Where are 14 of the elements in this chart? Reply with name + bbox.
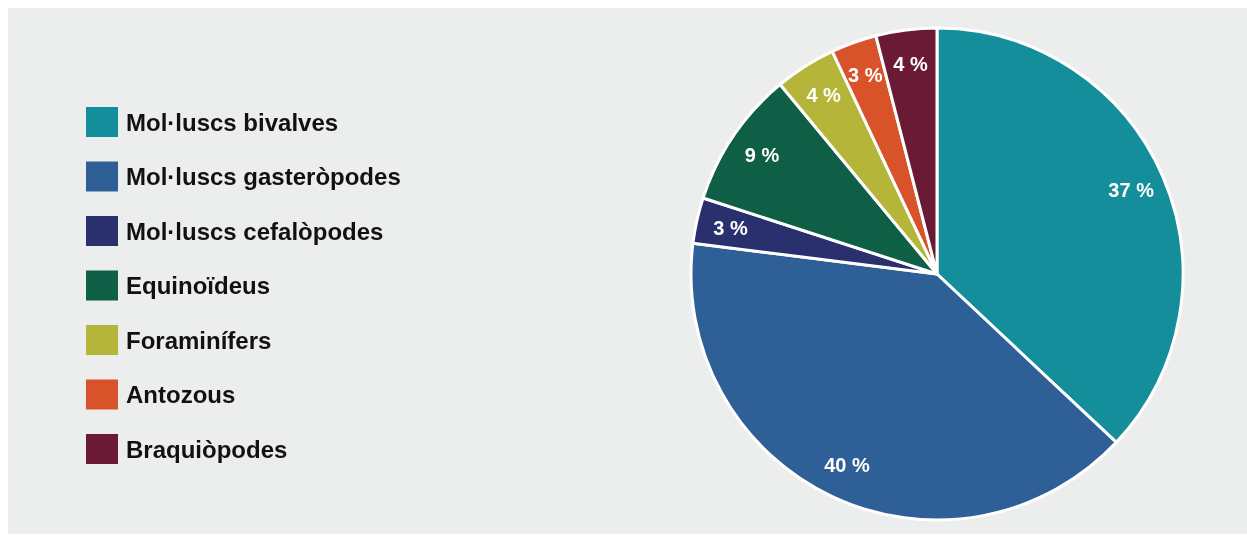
legend-label: Equinoïdeus xyxy=(126,272,270,299)
data-label: 3 % xyxy=(713,216,748,239)
legend-label: Antozous xyxy=(126,381,236,408)
legend-label: Mol·luscs bivalves xyxy=(126,108,339,136)
legend-label: Foraminífers xyxy=(126,326,272,354)
data-label: 37 % xyxy=(1108,178,1155,201)
data-label: 40 % xyxy=(824,454,870,477)
legend-label: Braquiòpodes xyxy=(126,435,288,463)
legend-label: Mol·luscs gasteròpodes xyxy=(126,163,401,190)
data-label: 4 % xyxy=(893,53,928,76)
data-label: 9 % xyxy=(744,144,780,167)
data-label: 4 % xyxy=(806,84,842,107)
data-label: 3 % xyxy=(848,63,883,86)
legend-label: Mol·luscs cefalòpodes xyxy=(126,217,384,245)
